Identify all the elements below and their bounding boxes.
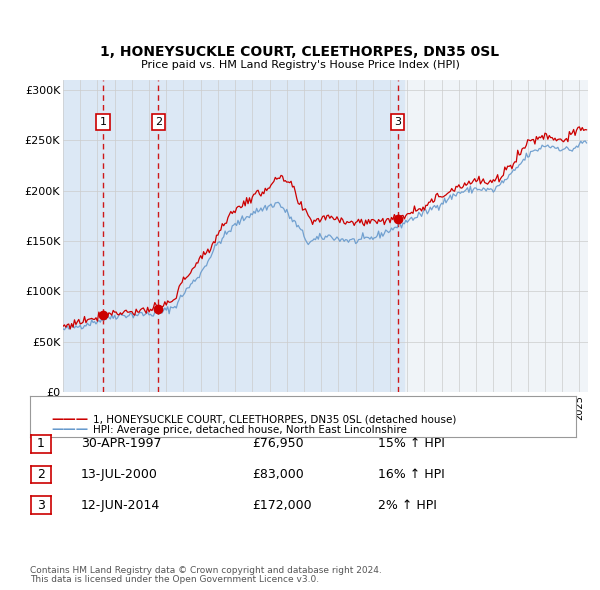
Text: £76,950: £76,950 bbox=[252, 437, 304, 450]
Bar bbox=[103, 80, 158, 392]
Bar bbox=[158, 80, 404, 392]
Bar bbox=[63, 80, 103, 392]
Text: 15% ↑ HPI: 15% ↑ HPI bbox=[378, 437, 445, 450]
Text: Price paid vs. HM Land Registry's House Price Index (HPI): Price paid vs. HM Land Registry's House … bbox=[140, 60, 460, 70]
Text: 1, HONEYSUCKLE COURT, CLEETHORPES, DN35 0SL (detached house): 1, HONEYSUCKLE COURT, CLEETHORPES, DN35 … bbox=[93, 415, 457, 424]
Text: ———: ——— bbox=[51, 423, 88, 436]
Text: 12-JUN-2014: 12-JUN-2014 bbox=[81, 499, 160, 512]
Text: £83,000: £83,000 bbox=[252, 468, 304, 481]
Text: 2: 2 bbox=[37, 468, 45, 481]
Text: 13-JUL-2000: 13-JUL-2000 bbox=[81, 468, 158, 481]
Text: HPI: Average price, detached house, North East Lincolnshire: HPI: Average price, detached house, Nort… bbox=[93, 425, 407, 434]
Text: 3: 3 bbox=[394, 117, 401, 127]
Text: 2: 2 bbox=[155, 117, 162, 127]
Text: 1, HONEYSUCKLE COURT, CLEETHORPES, DN35 0SL: 1, HONEYSUCKLE COURT, CLEETHORPES, DN35 … bbox=[100, 45, 500, 59]
Text: £172,000: £172,000 bbox=[252, 499, 311, 512]
Text: 1: 1 bbox=[37, 437, 45, 450]
Text: 16% ↑ HPI: 16% ↑ HPI bbox=[378, 468, 445, 481]
Text: Contains HM Land Registry data © Crown copyright and database right 2024.: Contains HM Land Registry data © Crown c… bbox=[30, 566, 382, 575]
Text: 2% ↑ HPI: 2% ↑ HPI bbox=[378, 499, 437, 512]
Text: 3: 3 bbox=[37, 499, 45, 512]
Text: ———: ——— bbox=[51, 413, 88, 426]
Text: This data is licensed under the Open Government Licence v3.0.: This data is licensed under the Open Gov… bbox=[30, 575, 319, 584]
Text: 30-APR-1997: 30-APR-1997 bbox=[81, 437, 161, 450]
Text: 1: 1 bbox=[100, 117, 107, 127]
